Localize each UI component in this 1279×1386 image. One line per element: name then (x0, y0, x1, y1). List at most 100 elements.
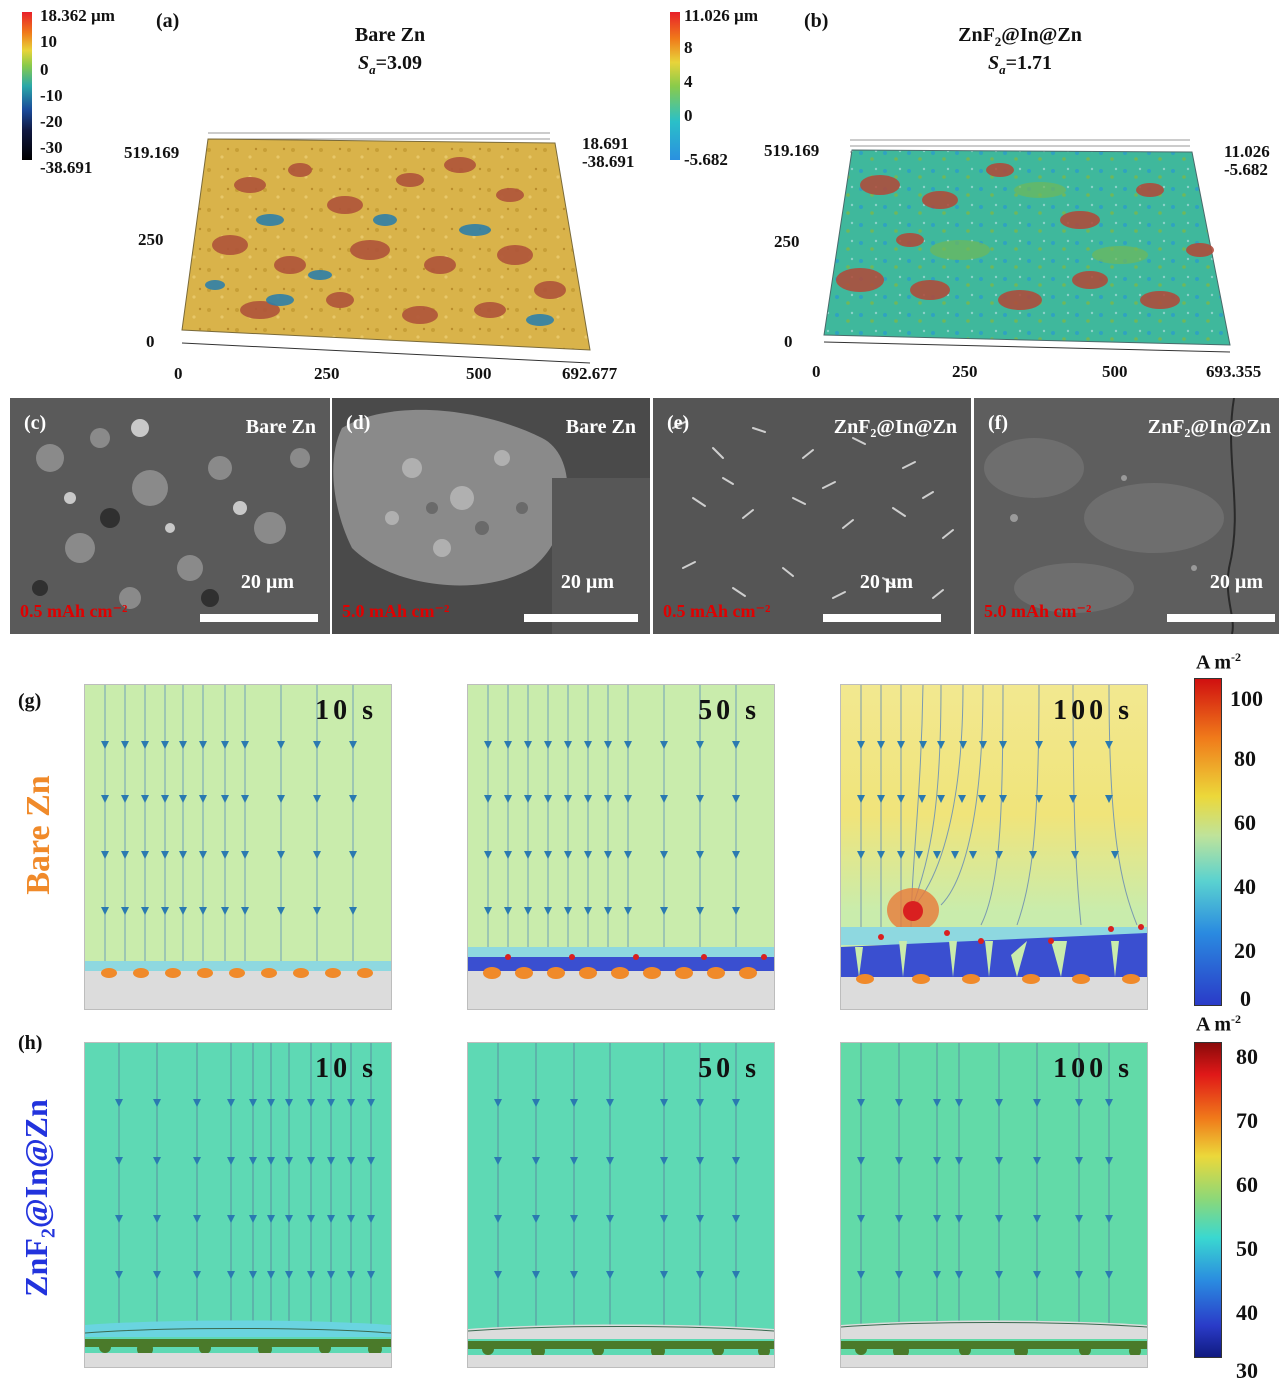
sem-sample: Bare Zn (565, 416, 636, 438)
colorbar-b-tick: -5.682 (684, 150, 728, 169)
field-lines (85, 685, 391, 1009)
row-title-part: @In@Zn (18, 1099, 54, 1229)
unit-superscript: -2 (1231, 1012, 1241, 1026)
sem-image-e: (e) ZnF₂@In@Zn 20 µm 0.5 mAh cm⁻² (653, 398, 971, 634)
scale-bar (1167, 614, 1275, 622)
capacity-label: 5.0 mAh cm⁻² (342, 601, 450, 621)
row-title-subscript: 2 (37, 1228, 60, 1239)
y-tick: 519.169 (764, 141, 820, 160)
sim-h-100s: 100 s (840, 1042, 1148, 1368)
scale-bar (524, 614, 638, 622)
panel-b: 11.026 µm 8 4 0 -5.682 (b) ZnF2@In@Zn Sa… (640, 0, 1279, 395)
row-title-bare-zn: Bare Zn (20, 775, 57, 895)
sa-number: =1.71 (1005, 52, 1053, 74)
colorbar-h-tick: 60 (1236, 1172, 1258, 1197)
scale-bar (200, 614, 318, 622)
x-tick: 500 (1102, 362, 1128, 381)
colorbar-h-tick: 50 (1236, 1236, 1258, 1261)
sa-value: Sa=3.09 (300, 52, 480, 78)
colorbar-a (22, 12, 32, 160)
field-lines (841, 1043, 1147, 1367)
colorbar-a-tick: -20 (40, 112, 63, 131)
y-tick: 250 (774, 232, 800, 251)
sem-image-f: (f) ZnF₂@In@Zn 20 µm 5.0 mAh cm⁻² (974, 398, 1279, 634)
sem-image-d: (d) Bare Zn 20 µm 5.0 mAh cm⁻² (332, 398, 650, 634)
panel-label: (d) (346, 412, 371, 434)
sim-g-10s: 10 s (84, 684, 392, 1010)
title-subscript: 2 (994, 34, 1002, 49)
colorbar-b-tick: 0 (684, 106, 693, 125)
colorbar-a-tick: -30 (40, 138, 63, 157)
field-lines (85, 1043, 391, 1367)
panel-label: (b) (804, 10, 829, 32)
sa-number: =3.09 (375, 52, 423, 74)
time-label: 50 s (698, 695, 760, 726)
sim-g-50s: 50 s (467, 684, 775, 1010)
x-tick: 250 (314, 364, 340, 383)
capacity-label: 5.0 mAh cm⁻² (984, 601, 1092, 621)
colorbar-g-tick: 0 (1240, 986, 1251, 1011)
colorbar-g-tick: 80 (1234, 746, 1256, 771)
sem-sample: ZnF₂@In@Zn (833, 416, 957, 438)
unit-superscript: -2 (1231, 650, 1241, 664)
sem-texture (974, 398, 1279, 634)
colorbar-b-tick: 8 (684, 38, 693, 57)
sa-symbol: S (357, 52, 370, 74)
field-lines (468, 685, 774, 1009)
panel-label: (c) (24, 412, 47, 434)
sa-symbol: S (987, 52, 1000, 74)
title-part: ZnF (958, 24, 995, 46)
x-tick: 692.677 (562, 364, 618, 383)
sem-texture (10, 398, 330, 634)
surface-3d-b (823, 139, 1231, 353)
panel-label: (a) (156, 10, 180, 32)
colorbar-g-tick: 20 (1234, 938, 1256, 963)
sim-h-50s: 50 s (467, 1042, 775, 1368)
time-label: 100 s (1053, 695, 1133, 726)
colorbar-g-tick: 60 (1234, 810, 1256, 835)
time-label: 10 s (315, 695, 377, 726)
panel-label: (g) (18, 690, 42, 712)
colorbar-h-unit: A m-2 (1196, 1012, 1241, 1037)
colorbar-a-tick: -38.691 (40, 158, 93, 177)
colorbar-h-tick: 70 (1236, 1108, 1258, 1133)
unit-text: A m (1196, 651, 1231, 674)
time-label: 100 s (1053, 1053, 1133, 1084)
sim-h-10s: 10 s (84, 1042, 392, 1368)
colorbar-h-tick: 80 (1236, 1044, 1258, 1069)
unit-text: A m (1196, 1013, 1231, 1036)
z-right-top: 18.691 (582, 134, 629, 153)
colorbar-h-tick: 40 (1236, 1300, 1258, 1325)
x-tick: 693.355 (1206, 362, 1262, 381)
row-title-coated-zn: ZnF2@In@Zn (18, 1068, 60, 1328)
sem-texture (653, 398, 971, 634)
colorbar-a-tick: 0 (40, 60, 49, 79)
scale-label: 20 µm (240, 571, 294, 593)
capacity-label: 0.5 mAh cm⁻² (663, 601, 771, 621)
x-tick: 500 (466, 364, 492, 383)
panel-title: ZnF2@In@Zn (920, 24, 1120, 50)
y-tick: 0 (146, 332, 155, 351)
colorbar-b-tick: 11.026 µm (684, 6, 759, 25)
sa-subscript: a (369, 62, 376, 77)
panel-label: (h) (18, 1032, 43, 1054)
colorbar-a-tick: 10 (40, 32, 57, 51)
colorbar-a-tick: -10 (40, 86, 63, 105)
surface-3d-a (181, 132, 591, 364)
y-tick: 250 (138, 230, 164, 249)
colorbar-g (1194, 678, 1222, 1006)
z-right-top: 11.026 (1224, 142, 1270, 161)
colorbar-g-unit: A m-2 (1196, 650, 1241, 675)
scale-bar (823, 614, 941, 622)
colorbar-g-tick: 100 (1230, 686, 1263, 711)
z-right-bottom: -38.691 (582, 152, 635, 171)
field-lines (841, 685, 1147, 1009)
row-title-part: ZnF (18, 1238, 54, 1297)
sem-sample: Bare Zn (245, 416, 316, 438)
z-right-bottom: -5.682 (1224, 160, 1268, 179)
y-tick: 519.169 (124, 143, 180, 162)
colorbar-g-tick: 40 (1234, 874, 1256, 899)
title-part: @In@Zn (1001, 24, 1082, 46)
y-tick: 0 (784, 332, 793, 351)
colorbar-a-tick: 18.362 µm (40, 6, 115, 25)
